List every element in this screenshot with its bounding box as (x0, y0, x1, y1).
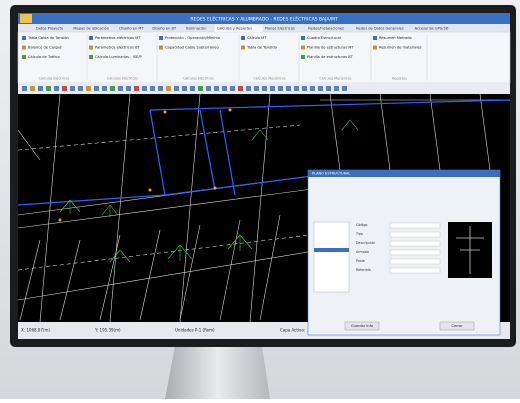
ribbon-icon[interactable] (22, 36, 26, 40)
ribbon-button[interactable]: Cálculo de Tráfico (28, 55, 60, 59)
ribbon-button[interactable]: Tabla de Tendido (246, 46, 277, 50)
status-items: X: 1068.07(m) Y: 195.39(m) Unidades P-1 (R… (21, 328, 310, 333)
status-item: Unidades P-1 (Rom) (175, 328, 215, 333)
ribbon-button[interactable]: Cálculo Luminarias - ISE/P (95, 55, 142, 59)
window-title: REDES ELÉCTRICAS Y ALUMBRADO - REDES ELÉ… (190, 15, 337, 23)
ribbon-icon[interactable] (301, 45, 305, 50)
ribbon-button[interactable]: Capacidad Cable Subterráneo (165, 46, 219, 50)
ribbon-button[interactable]: Protección - Operación/Mínimo (165, 36, 220, 40)
dialog: PLANO ESTRUCTURAL Código Tipo Descripción A… (307, 169, 501, 336)
monitor-stand (165, 346, 270, 399)
ribbon-button[interactable]: Resumen de materiales (379, 46, 422, 50)
ribbon-content: Datos Proyecto Mapas de ubicación Diseño e… (22, 24, 449, 81)
ribbon-icon[interactable] (241, 36, 245, 40)
title-bar (18, 13, 510, 24)
dialog-button[interactable] (344, 321, 380, 331)
ribbon-tab[interactable]: Diseño en MT (119, 27, 144, 31)
ribbon-group-label: Cálculos Eléctricos (107, 77, 138, 81)
active-tab[interactable] (214, 24, 263, 33)
ribbon-tab[interactable]: Datos Proyecto (36, 27, 63, 31)
ribbon-icon[interactable] (301, 36, 305, 40)
ribbon-group-label: Cálculos Eléctricos (39, 77, 70, 81)
field-input[interactable] (389, 267, 441, 274)
dialog-button[interactable] (439, 321, 475, 331)
ribbon-button[interactable]: Planilla de estructuras BT (307, 55, 354, 59)
dialog-button-label[interactable]: Guardar Info (351, 324, 373, 328)
ribbon-icon[interactable] (89, 45, 93, 50)
ribbon-button[interactable]: Cálculo MT (247, 36, 267, 40)
ribbon-group-label: Reportes (392, 77, 407, 81)
ribbon-tab[interactable]: Cálculos y Reportes (217, 27, 253, 31)
ribbon-group-label: Cálculos Eléctricos (183, 77, 214, 81)
ribbon-tab[interactable]: Iluminación (186, 27, 207, 31)
ribbon-icon[interactable] (373, 45, 377, 50)
field-label: Código (356, 223, 367, 227)
field-label: Tipo (355, 232, 363, 236)
app-icon[interactable] (20, 14, 32, 23)
field-label: Descripción (356, 241, 375, 245)
ribbon-button[interactable]: Parámetros eléctricos MT (95, 36, 141, 40)
tab-strip (18, 24, 510, 32)
ribbon-icon[interactable] (301, 55, 305, 59)
cad-drawing (18, 94, 510, 322)
field-label: Armado (356, 250, 369, 254)
ribbon-group-label: Cálculos Mecánicos (319, 77, 351, 81)
ribbon-icon[interactable] (89, 36, 93, 40)
dialog-title: PLANO ESTRUCTURAL (312, 172, 350, 176)
ribbon-tab[interactable]: Accesorios GPS/3D (415, 27, 449, 31)
field-input[interactable] (389, 240, 441, 247)
ribbon (17, 31, 511, 84)
ribbon-icon[interactable] (373, 36, 377, 40)
ribbon-tab[interactable]: Mapas de ubicación (73, 27, 109, 31)
ribbon-button[interactable]: Resumen Metrado (379, 36, 412, 40)
ribbon-tab[interactable]: Redes/Instalaciones (308, 27, 344, 31)
ribbon-icon[interactable] (22, 45, 26, 50)
field-input[interactable] (389, 222, 441, 229)
field-input[interactable] (389, 249, 441, 256)
status-item: Y: 195.39(m) (94, 328, 121, 333)
ribbon-icon[interactable] (159, 45, 163, 50)
ribbon-button[interactable]: Parámetros eléctricos BT (95, 46, 141, 50)
structure-drawing (456, 226, 484, 274)
ribbon-button[interactable]: Planilla de estructuras MT (307, 46, 354, 50)
toolbar-icons (22, 86, 347, 91)
field-input[interactable] (389, 258, 441, 265)
field-label: Poste (356, 259, 365, 263)
ribbon-group-label: Cálculos Mecánicos (253, 77, 285, 81)
ribbon-button[interactable]: Tabla Caída de Tensión (27, 36, 69, 40)
ribbon-tab[interactable]: Redes de Datos Generales (356, 27, 404, 31)
status-item: Capa Activa: ... (280, 328, 310, 333)
dialog-list-selection[interactable] (314, 248, 349, 252)
ribbon-icon[interactable] (89, 55, 93, 59)
field-label: Retenida (356, 268, 371, 272)
dialog-list[interactable] (313, 221, 350, 293)
ribbon-tab[interactable]: Diseño en BT (152, 27, 177, 31)
ribbon-button[interactable]: Balance de Cargas (28, 46, 62, 50)
ribbon-icon[interactable] (22, 55, 26, 59)
ribbon-icon[interactable] (241, 45, 245, 50)
ribbon-button[interactable]: Cuadro Estructural (307, 36, 341, 40)
status-item: X: 1068.07(m) (21, 328, 50, 333)
ribbon-tab[interactable]: Planos Eléctricos (265, 27, 295, 31)
dialog-button-label[interactable]: Cerrar (452, 324, 464, 328)
ribbon-icon[interactable] (159, 36, 163, 40)
field-input[interactable] (389, 231, 441, 238)
